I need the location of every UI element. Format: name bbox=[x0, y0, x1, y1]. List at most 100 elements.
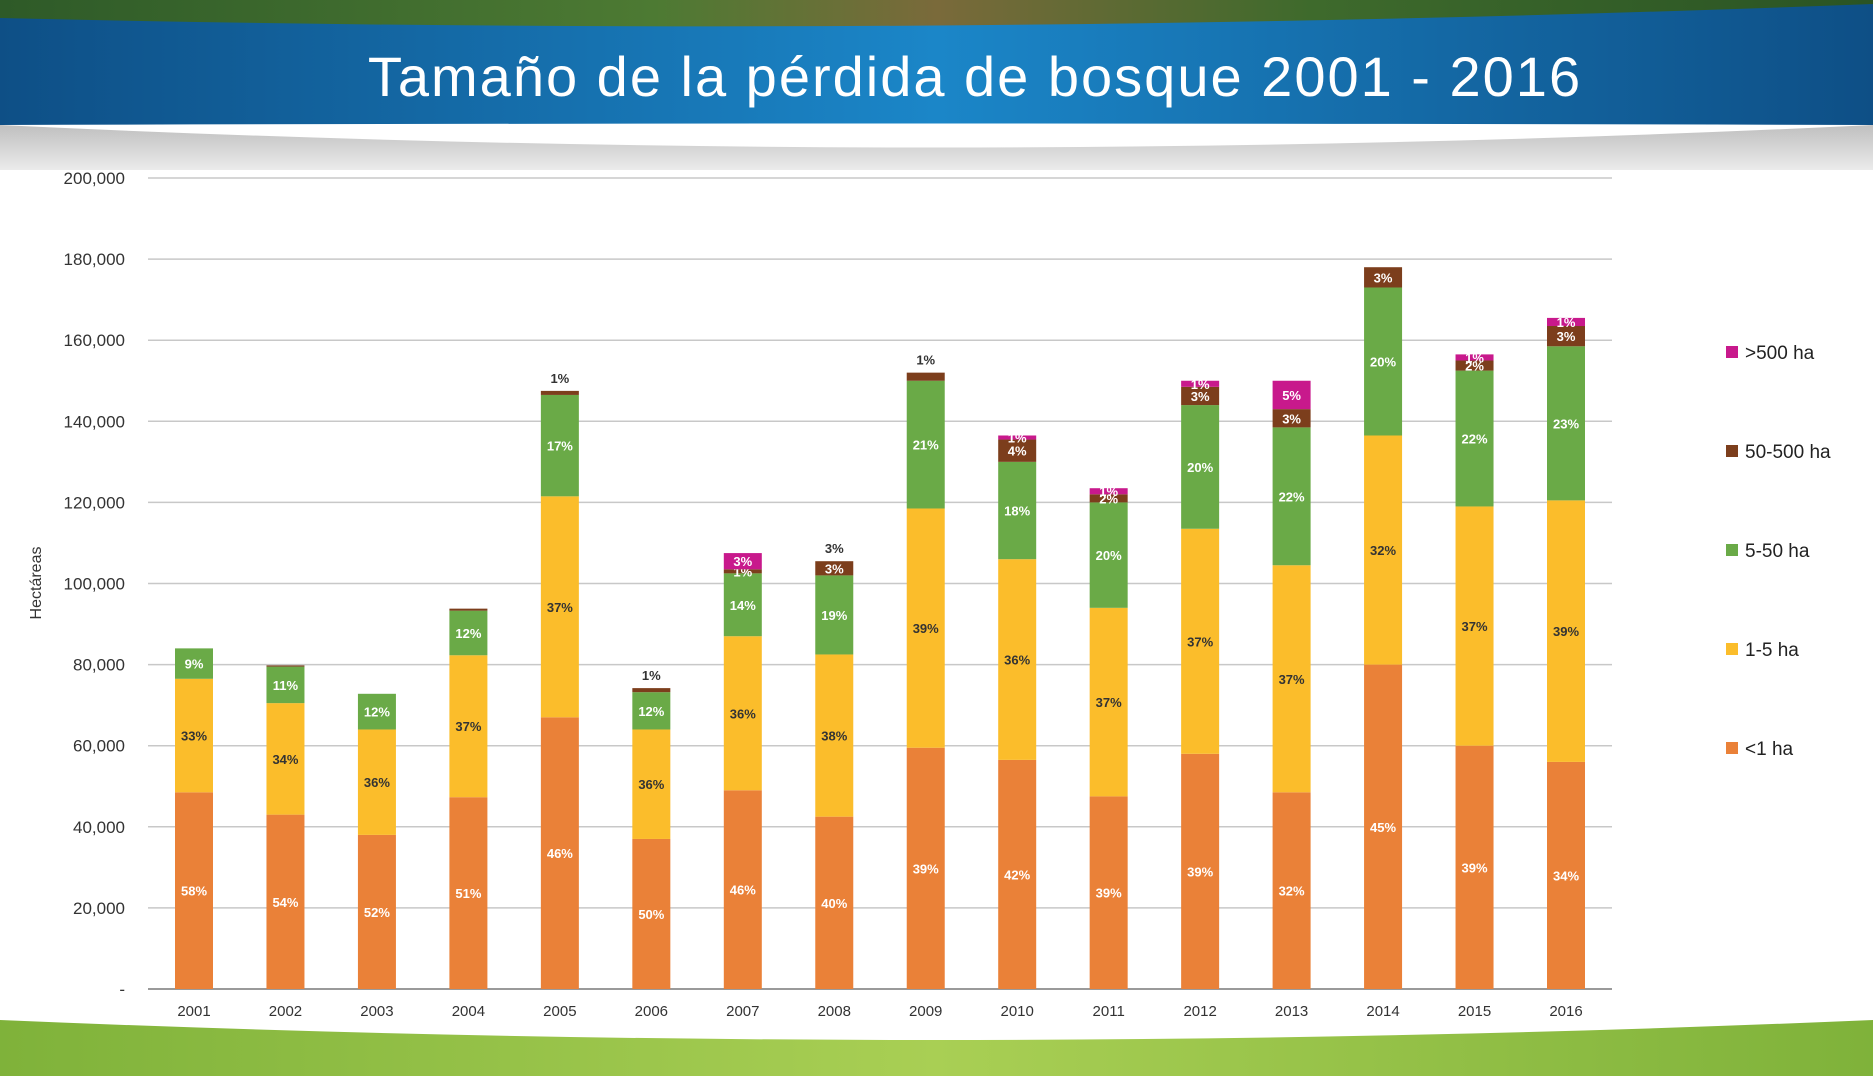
bar-segment bbox=[998, 439, 1037, 462]
bar-segment bbox=[175, 648, 213, 679]
bar-stack: 52% 36% 12% bbox=[357, 693, 396, 989]
segment-label: 39% bbox=[1462, 860, 1488, 875]
bar-segment bbox=[1272, 409, 1311, 428]
legend-item: 5-50 ha bbox=[1726, 541, 1810, 562]
x-tick-label: 2005 bbox=[543, 1003, 576, 1020]
y-tick-label: 80,000 bbox=[73, 656, 125, 675]
bar-segment bbox=[723, 553, 762, 570]
bar-segment bbox=[815, 561, 854, 576]
x-tick-label: 2008 bbox=[818, 1003, 851, 1020]
segment-label: 33% bbox=[181, 729, 207, 744]
segment-label: 3% bbox=[1282, 411, 1301, 426]
segment-label: 3% bbox=[825, 561, 844, 576]
segment-label: 32% bbox=[1370, 543, 1396, 558]
bar-segment bbox=[449, 797, 488, 989]
bar-segment bbox=[1364, 287, 1403, 436]
legend-swatch bbox=[1726, 742, 1738, 754]
y-tick-label: 200,000 bbox=[64, 169, 125, 188]
segment-label: 17% bbox=[547, 439, 573, 454]
bar-segment bbox=[1364, 267, 1403, 288]
segment-label: 42% bbox=[1004, 867, 1030, 882]
bar-segment bbox=[1364, 435, 1403, 665]
segment-label: 20% bbox=[1187, 460, 1213, 475]
segment-label: 3% bbox=[1191, 389, 1210, 404]
bar-segment bbox=[175, 678, 213, 793]
segment-label: 39% bbox=[913, 861, 939, 876]
legend-label: <1 ha bbox=[1745, 739, 1794, 760]
footer-band bbox=[0, 1020, 1873, 1076]
bar-stack: 39% 39% 21% 1% bbox=[906, 353, 945, 989]
bar-segment bbox=[1089, 796, 1128, 989]
segment-label: 14% bbox=[730, 598, 756, 613]
x-tick-label: 2013 bbox=[1275, 1003, 1308, 1020]
bar-segment bbox=[357, 729, 396, 835]
y-tick-label: 180,000 bbox=[64, 250, 125, 269]
segment-label: 50% bbox=[638, 907, 664, 922]
y-axis: - 20,000 40,000 60,000 80,000 100,000 120,000 1… bbox=[64, 169, 125, 999]
segment-label: 19% bbox=[821, 608, 847, 623]
bar-segment bbox=[1089, 488, 1128, 495]
bar-segment bbox=[540, 394, 579, 497]
segment-label: 20% bbox=[1096, 548, 1122, 563]
segment-label: 54% bbox=[272, 895, 298, 910]
x-tick-label: 2010 bbox=[1001, 1003, 1034, 1020]
segment-label: 23% bbox=[1553, 416, 1579, 431]
bar-segment bbox=[632, 729, 671, 839]
segment-label: 34% bbox=[1553, 868, 1579, 883]
segment-label: 22% bbox=[1279, 489, 1305, 504]
bar-segment bbox=[1455, 370, 1494, 507]
legend-item: >500 ha bbox=[1726, 343, 1815, 364]
y-tick-label: 40,000 bbox=[73, 818, 125, 837]
segment-label: 9% bbox=[185, 657, 204, 672]
bar-segment bbox=[357, 693, 396, 730]
bar-segment bbox=[1455, 745, 1494, 989]
page-title: Tamaño de la pérdida de bosque 2001 - 20… bbox=[367, 45, 1583, 108]
top-label: 1% bbox=[642, 668, 661, 683]
x-tick-label: 2015 bbox=[1458, 1003, 1491, 1020]
bar-segment bbox=[1181, 386, 1220, 406]
x-tick-label: 2009 bbox=[909, 1003, 942, 1020]
segment-label: 36% bbox=[730, 706, 756, 721]
segment-label: 39% bbox=[913, 621, 939, 636]
legend-label: 50-500 ha bbox=[1745, 442, 1831, 463]
bar-segment bbox=[815, 816, 854, 989]
bar-stack: 54% 34% 11% bbox=[266, 665, 305, 989]
bar-segment bbox=[1181, 528, 1220, 754]
bar-segment bbox=[1089, 494, 1128, 503]
bar-segment bbox=[540, 496, 579, 718]
segment-label: 21% bbox=[913, 438, 939, 453]
legend: >500 ha 50-500 ha 5-50 ha 1-5 ha <1 ha bbox=[1726, 343, 1831, 760]
legend-item: <1 ha bbox=[1726, 739, 1794, 760]
bar-segment bbox=[815, 654, 854, 817]
segment-label: 36% bbox=[638, 777, 664, 792]
bars: 58% 33% 9% 54% 34% 11% 52% 36% 12% 51% 37% 12% 46% 37… bbox=[175, 267, 1585, 989]
x-tick-label: 2007 bbox=[726, 1003, 759, 1020]
y-axis-label: Hectáreas bbox=[28, 547, 45, 620]
bar-stack: 42% 36% 18% 4%1% bbox=[998, 431, 1037, 989]
bar-segment bbox=[1547, 326, 1585, 347]
y-tick-label: 120,000 bbox=[64, 493, 125, 512]
segment-label: 37% bbox=[1096, 695, 1122, 710]
legend-label: 5-50 ha bbox=[1745, 541, 1810, 562]
bar-segment bbox=[357, 834, 396, 989]
segment-label: 1% bbox=[1008, 431, 1027, 446]
bar-segment bbox=[1547, 346, 1585, 501]
bar-segment bbox=[906, 747, 945, 989]
segment-label: 3% bbox=[1374, 270, 1393, 285]
bar-segment bbox=[906, 372, 945, 381]
segment-label: 37% bbox=[1279, 672, 1305, 687]
segment-label: 18% bbox=[1004, 504, 1030, 519]
bar-segment bbox=[1181, 753, 1220, 989]
bar-segment bbox=[906, 380, 945, 509]
segment-label: 20% bbox=[1370, 354, 1396, 369]
x-tick-label: 2012 bbox=[1183, 1003, 1216, 1020]
legend-swatch bbox=[1726, 445, 1738, 457]
y-tick-label: 140,000 bbox=[64, 412, 125, 431]
segment-label: 46% bbox=[547, 846, 573, 861]
bar-segment bbox=[1272, 792, 1311, 989]
y-tick-label: 60,000 bbox=[73, 737, 125, 756]
bar-segment bbox=[1272, 565, 1311, 793]
bar-stack: 46%36%14%1%3% bbox=[723, 553, 762, 989]
bar-segment bbox=[998, 559, 1037, 760]
